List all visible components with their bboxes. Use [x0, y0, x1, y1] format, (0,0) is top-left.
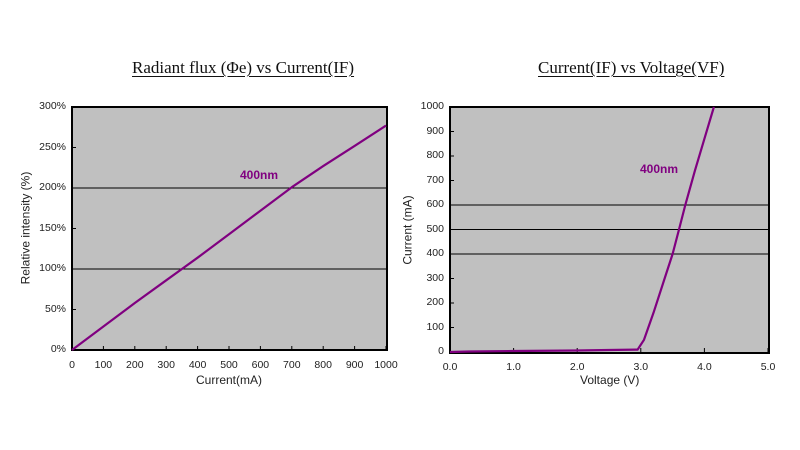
- right-y-tick-label: 600: [426, 198, 444, 210]
- right-y-tick-label: 800: [426, 149, 444, 161]
- right-x-tick-label: 2.0: [569, 361, 585, 373]
- left-y-tick-label: 50%: [44, 302, 66, 315]
- left-y-tick-label: 100%: [39, 262, 66, 274]
- right-x-tick-label: 3.0: [633, 361, 649, 373]
- left-x-tick-label: 500: [220, 359, 238, 371]
- left-x-tick-label: 0: [69, 359, 75, 371]
- right-y-tick-label: 1000: [420, 100, 444, 112]
- left-y-tick-label: 250%: [39, 140, 66, 153]
- right-x-tick-label: 1.0: [506, 361, 521, 373]
- left-y-tick-label: 200%: [39, 181, 66, 193]
- left-x-tick-label: 1000: [374, 359, 398, 371]
- left-series-label: 400nm: [240, 168, 279, 182]
- left-x-tick-label: 800: [314, 359, 332, 371]
- left-x-tick-label: 100: [94, 359, 113, 371]
- right-y-tick-label: 700: [426, 173, 444, 186]
- right-x-tick-label: 4.0: [697, 361, 712, 373]
- left-x-tick-label: 200: [126, 359, 144, 371]
- left-x-tick-label: 300: [157, 359, 175, 371]
- right-series-label: 400nm: [640, 162, 679, 176]
- left-x-tick-label: 700: [283, 359, 301, 371]
- right-x-tick-label: 0.0: [442, 361, 458, 373]
- left-y-tick-label: 300%: [39, 100, 66, 112]
- right-y-tick-label: 300: [426, 271, 444, 284]
- right-y-tick-label: 0: [438, 345, 444, 357]
- right-x-tick-label: 5.0: [760, 361, 776, 373]
- right-y-tick-label: 500: [426, 222, 444, 235]
- left-x-tick-label: 400: [188, 359, 207, 371]
- right-chart-title: Current(IF) vs Voltage(VF): [538, 58, 725, 77]
- right-y-tick-label: 900: [426, 124, 444, 137]
- right-x-axis-title: Voltage (V): [580, 373, 640, 387]
- left-x-axis-title: Current(mA): [196, 373, 263, 387]
- left-chart-title: Radiant flux (Φe) vs Current(IF): [132, 58, 355, 77]
- left-x-tick-label: 600: [251, 359, 270, 371]
- right-y-tick-label: 400: [426, 247, 444, 259]
- right-series-line: [449, 106, 715, 354]
- right-y-tick-label: 200: [426, 296, 444, 308]
- right-y-tick-label: 100: [426, 320, 444, 333]
- left-y-tick-label: 0%: [50, 343, 66, 355]
- left-series-line: [71, 124, 387, 351]
- left-x-tick-label: 900: [345, 359, 364, 371]
- left-y-tick-label: 150%: [39, 221, 66, 234]
